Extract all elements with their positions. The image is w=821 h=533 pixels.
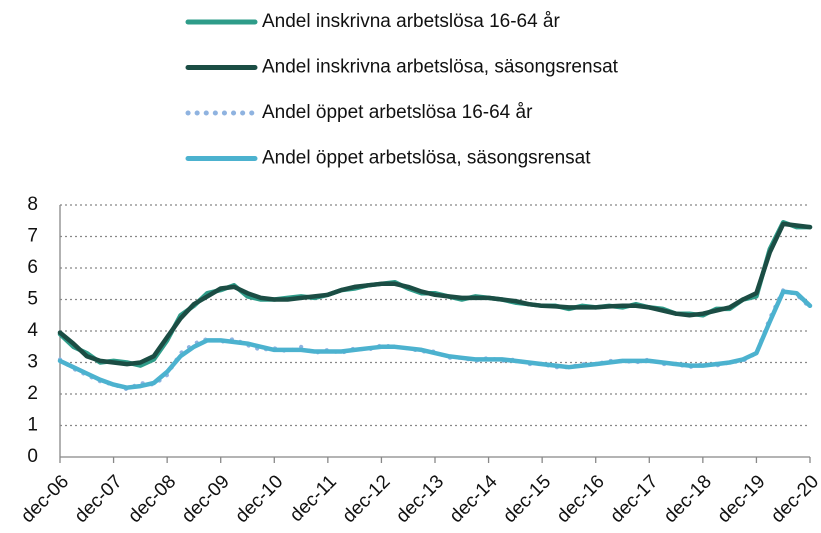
y-tick-label: 0 [27, 446, 38, 467]
x-tick-label: dec-13 [392, 471, 448, 527]
y-tick-label: 6 [27, 257, 38, 278]
x-tick-label: dec-17 [606, 471, 662, 527]
x-tick-label: dec-18 [660, 471, 716, 527]
series-line [58, 288, 812, 392]
legend-label: Andel öppet arbetslösa, säsongsrensat [262, 148, 591, 169]
legend-label: Andel öppet arbetslösa 16-64 år [262, 102, 533, 123]
x-tick-label: dec-19 [714, 471, 770, 527]
legend-label: Andel inskrivna arbetslösa 16-64 år [262, 11, 561, 32]
x-tick-label: dec-20 [767, 471, 821, 527]
y-tick-label: 3 [27, 352, 38, 373]
y-tick-label: 8 [27, 194, 38, 215]
x-tick-label: dec-09 [178, 471, 234, 527]
y-tick-label: 5 [27, 289, 38, 310]
series-line [57, 289, 813, 390]
legend-label: Andel inskrivna arbetslösa, säsongsrensa… [262, 57, 619, 78]
x-tick-label: dec-16 [553, 471, 609, 527]
x-tick-label: dec-08 [124, 471, 180, 527]
x-tick-label: dec-11 [286, 471, 341, 526]
y-tick-label: 4 [27, 320, 38, 341]
x-tick-label: dec-06 [17, 471, 73, 527]
x-tick-label: dec-12 [339, 471, 395, 527]
y-tick-label: 1 [27, 415, 38, 436]
series-line [57, 221, 813, 367]
x-tick-label: dec-15 [499, 471, 555, 527]
x-tick-label: dec-14 [446, 471, 502, 527]
x-tick-label: dec-07 [71, 471, 127, 527]
y-tick-label: 7 [27, 226, 38, 247]
y-tick-label: 2 [27, 383, 38, 404]
x-tick-label: dec-10 [231, 471, 287, 527]
